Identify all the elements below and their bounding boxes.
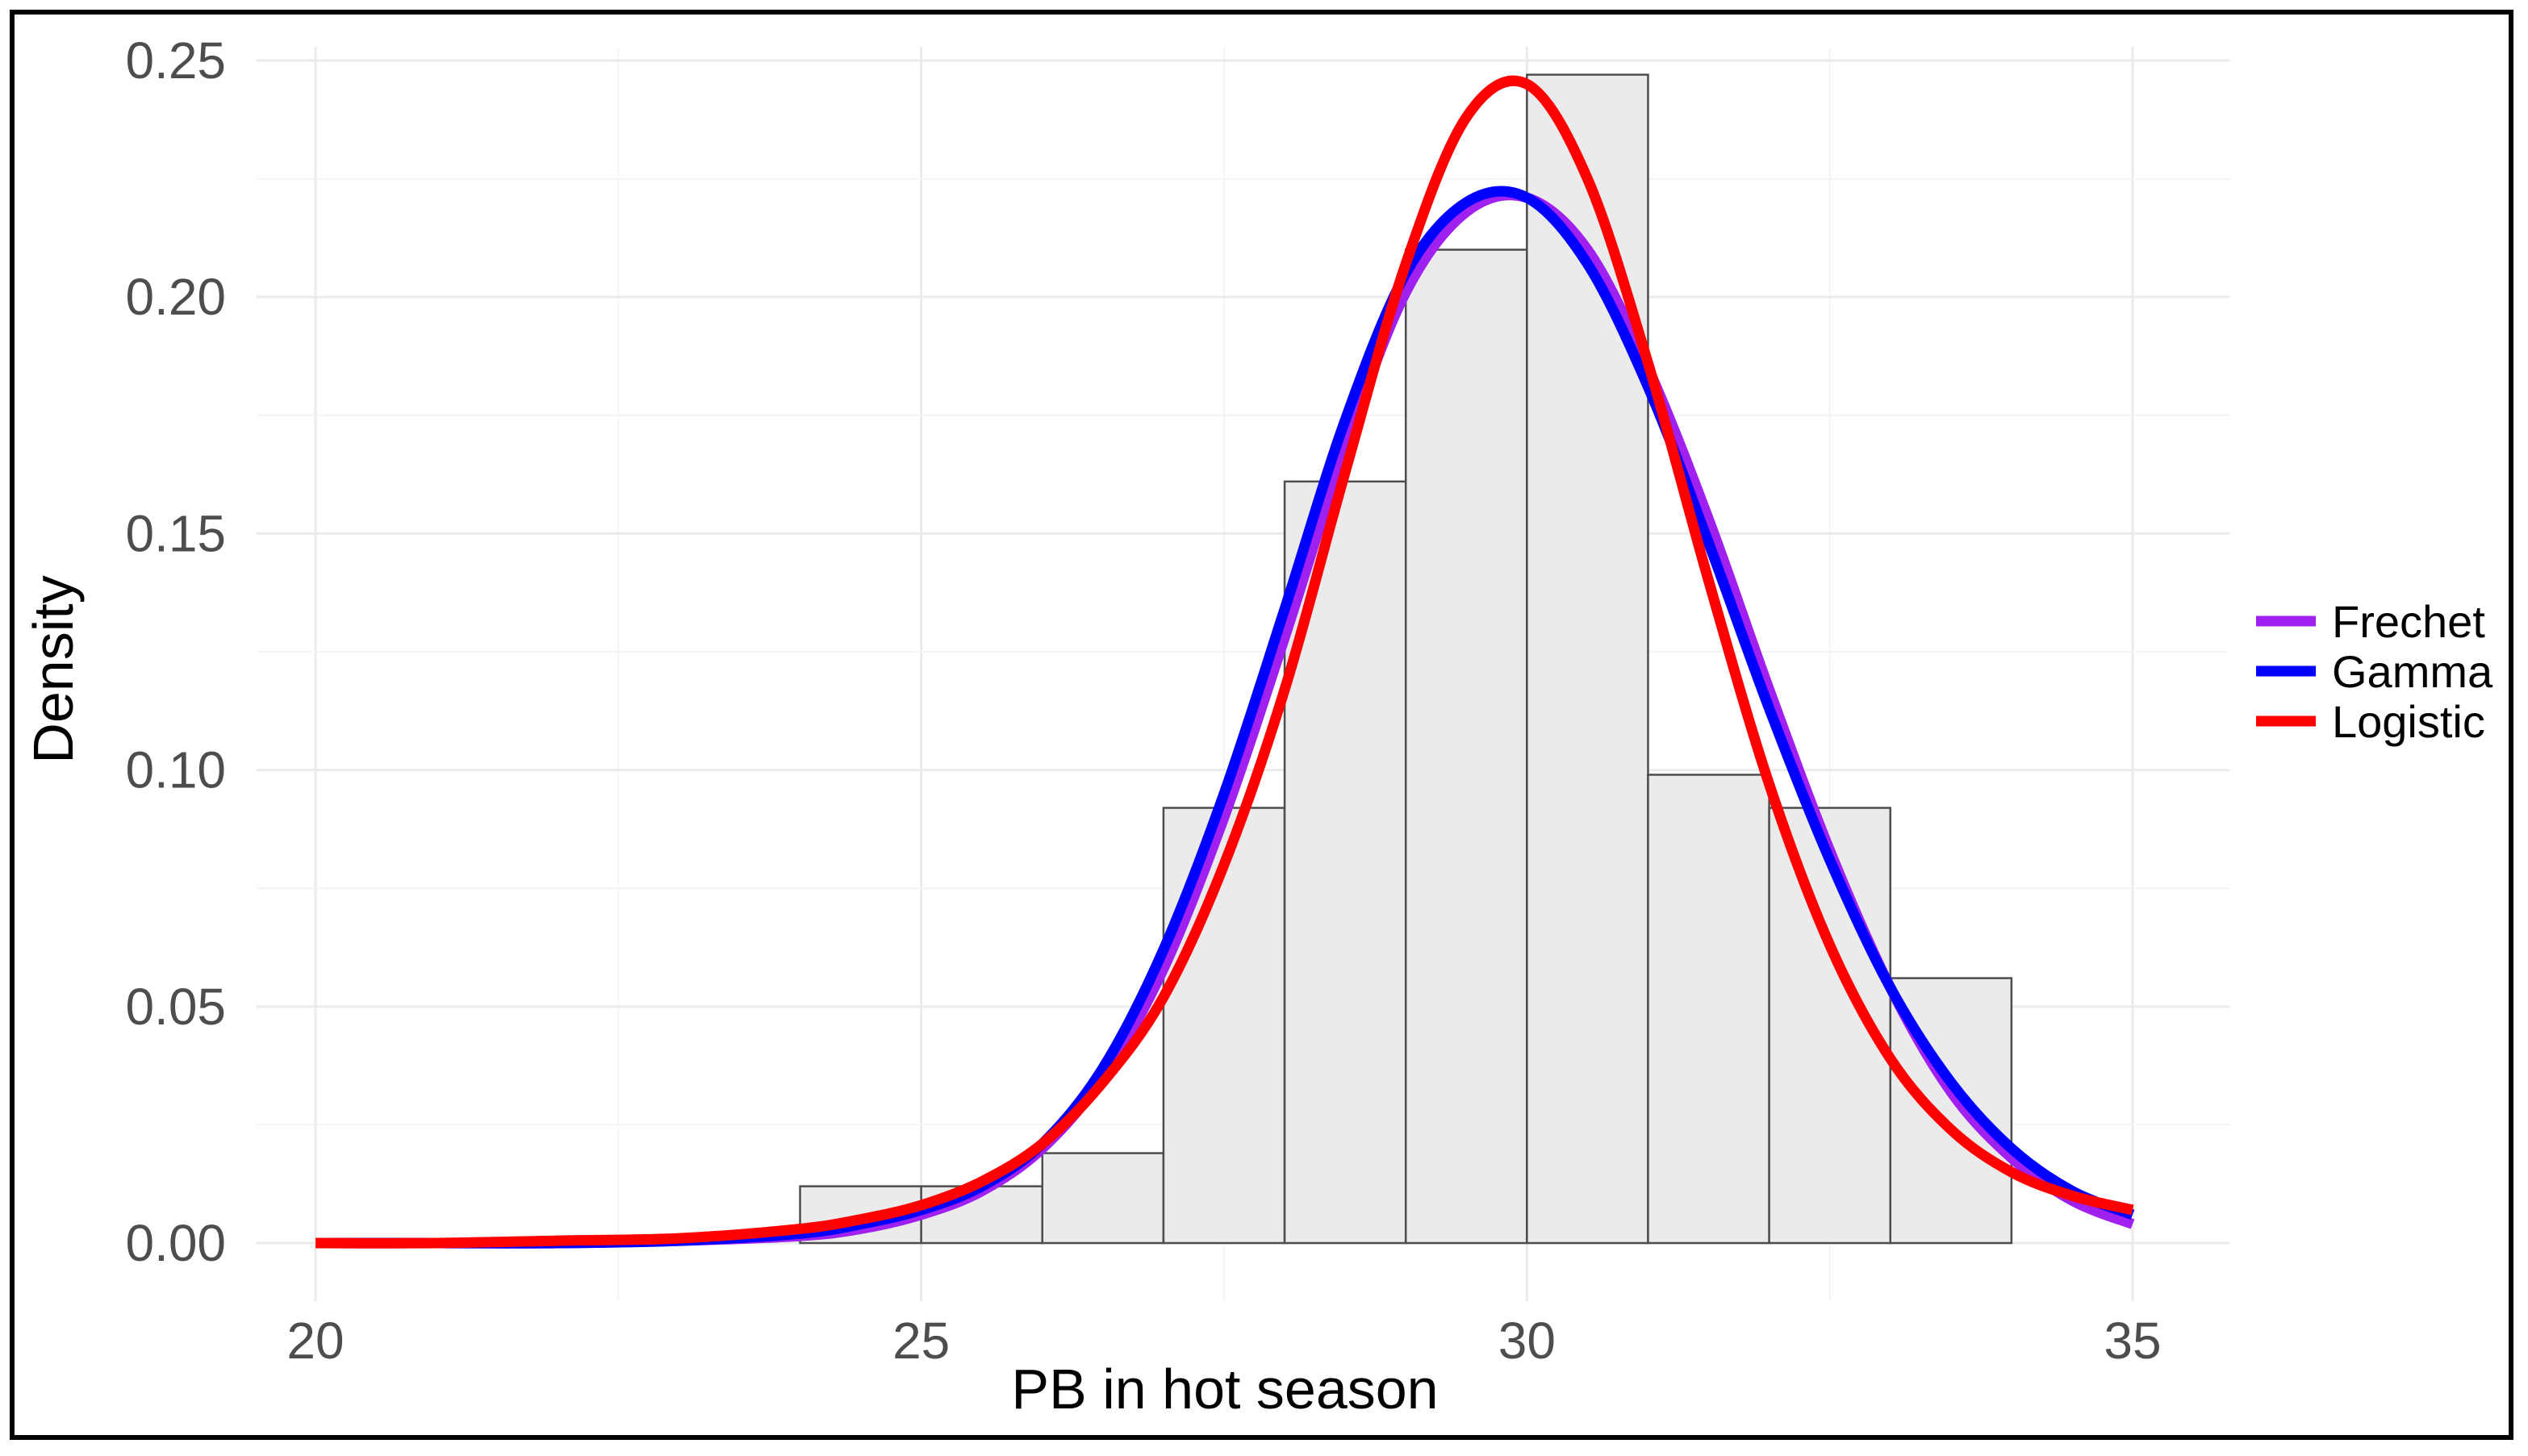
y-tick-label: 0.15 — [125, 504, 226, 562]
density-chart: 0.00 0.05 0.10 0.15 0.20 0.25 20 25 30 35 PB in … — [22, 31, 2493, 1421]
density-curve-logistic — [315, 75, 2134, 1249]
chart-frame: 0.00 0.05 0.10 0.15 0.20 0.25 20 25 30 35 PB in … — [10, 10, 2513, 1440]
y-tick-label: 0.20 — [125, 268, 226, 326]
x-axis-title: PB in hot season — [1011, 1358, 1438, 1421]
grid-lines — [257, 47, 2229, 1301]
x-tick-label: 25 — [892, 1312, 950, 1370]
legend-item-gamma: Gamma — [2256, 646, 2493, 697]
y-tick-label: 0.25 — [125, 31, 226, 90]
legend-item-logistic: Logistic — [2256, 696, 2485, 747]
y-tick-label: 0.05 — [125, 978, 226, 1036]
x-tick-label: 20 — [286, 1312, 344, 1370]
histogram-bar — [1041, 1152, 1165, 1245]
y-axis-title: Density — [22, 575, 85, 763]
legend-label: Gamma — [2332, 646, 2493, 697]
density-curves — [315, 75, 2135, 1249]
x-tick-label: 30 — [1498, 1312, 1556, 1370]
y-axis-ticks: 0.00 0.05 0.10 0.15 0.20 0.25 — [125, 31, 226, 1272]
histogram-bar — [1404, 248, 1528, 1245]
legend-label: Logistic — [2332, 696, 2485, 747]
histogram-bar — [1162, 807, 1286, 1245]
legend-item-frechet: Frechet — [2256, 596, 2485, 647]
y-tick-label: 0.00 — [125, 1214, 226, 1272]
x-axis-ticks: 20 25 30 35 — [286, 1312, 2161, 1370]
x-tick-label: 35 — [2104, 1312, 2161, 1370]
y-tick-label: 0.10 — [125, 741, 226, 799]
histogram-bar — [1647, 774, 1770, 1245]
legend-label: Frechet — [2332, 596, 2485, 647]
